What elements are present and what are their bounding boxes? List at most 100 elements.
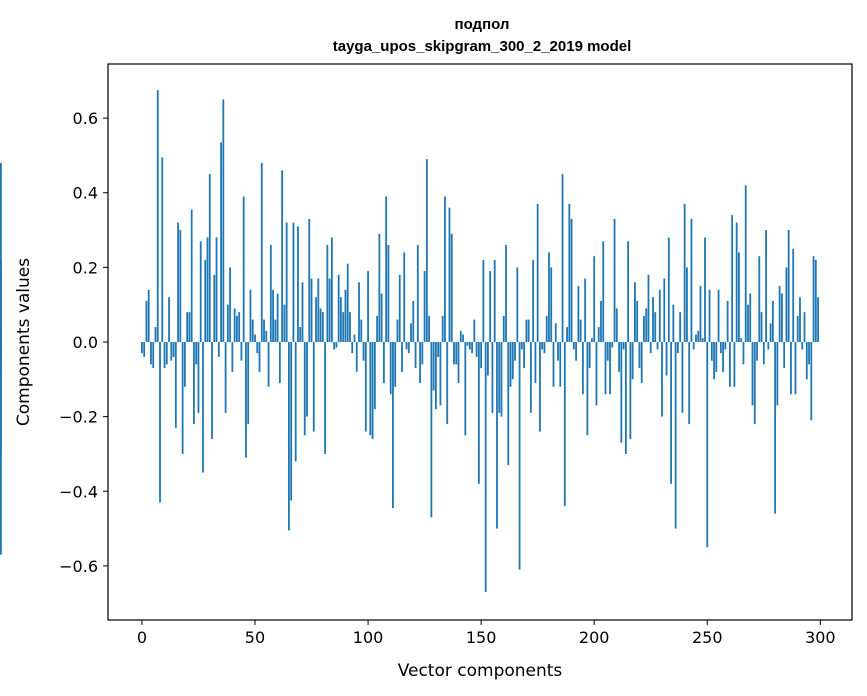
bar xyxy=(724,342,727,350)
bar xyxy=(557,342,559,361)
bar xyxy=(604,342,607,395)
bar xyxy=(656,342,659,350)
bar xyxy=(425,159,428,342)
bar xyxy=(466,342,469,346)
bar xyxy=(731,215,734,342)
bar xyxy=(423,271,426,342)
bar xyxy=(812,256,815,342)
bar xyxy=(335,342,338,348)
bar xyxy=(545,315,548,342)
bar xyxy=(398,274,401,342)
bar xyxy=(728,342,731,387)
x-tick-label: 100 xyxy=(353,628,384,647)
bar xyxy=(808,342,810,365)
bar xyxy=(618,342,620,372)
bar xyxy=(753,342,756,425)
bar xyxy=(256,342,259,354)
bar xyxy=(482,259,485,342)
bar xyxy=(387,244,390,342)
bar xyxy=(584,278,587,342)
bar xyxy=(722,342,725,372)
bar xyxy=(683,203,686,342)
bar xyxy=(281,170,284,342)
bar xyxy=(613,218,616,342)
bar xyxy=(674,342,677,529)
bar xyxy=(161,157,164,342)
bar xyxy=(796,315,799,342)
bar xyxy=(615,308,618,342)
bar xyxy=(177,222,180,342)
bar xyxy=(226,304,229,342)
bar xyxy=(435,342,437,410)
bar xyxy=(342,312,345,342)
bar xyxy=(292,222,295,342)
bar xyxy=(179,230,182,342)
bar xyxy=(380,293,383,342)
bar xyxy=(715,342,718,372)
bar xyxy=(525,319,528,342)
bar xyxy=(643,315,645,342)
bar xyxy=(432,342,435,391)
bar xyxy=(667,237,670,342)
bar xyxy=(419,342,421,384)
bar xyxy=(242,196,245,342)
bar xyxy=(376,315,379,342)
x-tick-label: 0 xyxy=(137,628,147,647)
bar xyxy=(774,342,777,514)
bar xyxy=(224,342,227,413)
bar xyxy=(593,256,596,342)
bar xyxy=(163,342,166,369)
bar xyxy=(742,342,745,365)
bar xyxy=(245,342,247,458)
bar xyxy=(706,342,709,548)
bar xyxy=(780,293,783,342)
bar xyxy=(640,342,643,384)
bar xyxy=(392,342,394,509)
bar xyxy=(326,244,329,342)
bar xyxy=(319,308,322,342)
bar xyxy=(783,342,786,369)
bar xyxy=(790,342,792,395)
bar xyxy=(217,342,220,357)
bar xyxy=(272,289,274,342)
bar xyxy=(349,312,351,342)
bar xyxy=(550,267,553,342)
bar xyxy=(152,342,155,369)
bar xyxy=(220,142,222,342)
bar xyxy=(548,252,550,342)
y-axis-label: Components values xyxy=(14,258,34,426)
bar xyxy=(708,289,711,342)
bar xyxy=(591,338,593,342)
bar xyxy=(439,342,442,406)
bar xyxy=(471,342,473,354)
bar xyxy=(172,342,175,357)
bar xyxy=(756,342,758,361)
bar xyxy=(532,259,535,342)
bar xyxy=(170,342,173,361)
bar xyxy=(344,289,347,342)
bar xyxy=(767,342,770,350)
bar xyxy=(778,286,781,342)
bar xyxy=(602,241,605,342)
bar xyxy=(536,203,539,342)
bar xyxy=(624,342,627,454)
bar xyxy=(455,342,458,365)
bar xyxy=(665,342,668,376)
bar xyxy=(337,274,340,342)
bar xyxy=(527,319,530,342)
bar xyxy=(328,278,331,342)
bar xyxy=(477,342,480,484)
bar xyxy=(681,342,684,413)
bar xyxy=(733,342,736,387)
bar xyxy=(231,342,234,372)
x-axis-label: Vector components xyxy=(398,661,563,681)
bar xyxy=(570,218,573,342)
bar xyxy=(206,237,209,342)
bar xyxy=(215,237,218,342)
bar xyxy=(588,342,591,369)
bar xyxy=(654,312,657,342)
bar xyxy=(740,338,743,342)
bar xyxy=(308,218,311,342)
bar xyxy=(566,327,568,342)
bar xyxy=(658,289,661,342)
